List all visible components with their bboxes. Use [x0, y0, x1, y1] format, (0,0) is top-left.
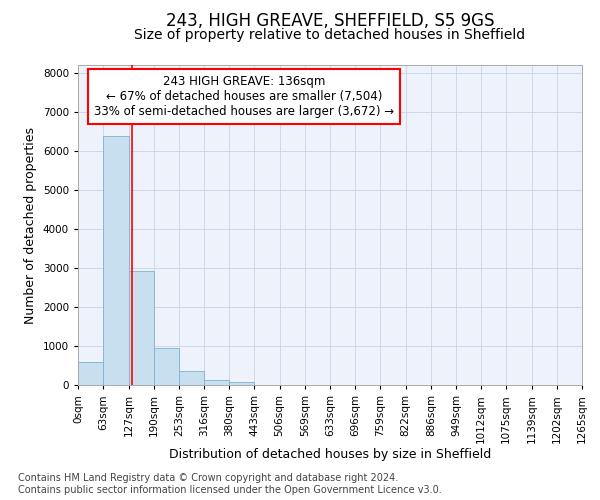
Text: 243 HIGH GREAVE: 136sqm
← 67% of detached houses are smaller (7,504)
33% of semi: 243 HIGH GREAVE: 136sqm ← 67% of detache… [94, 74, 394, 118]
Bar [103, 136, 128, 385]
Text: Contains HM Land Registry data © Crown copyright and database right 2024.
Contai: Contains HM Land Registry data © Crown c… [18, 474, 442, 495]
Bar [78, 362, 103, 385]
Y-axis label: Number of detached properties: Number of detached properties [24, 126, 37, 324]
Text: 243, HIGH GREAVE, SHEFFIELD, S5 9GS: 243, HIGH GREAVE, SHEFFIELD, S5 9GS [166, 12, 494, 30]
Bar [154, 348, 179, 385]
Bar [229, 382, 254, 385]
Bar [128, 271, 154, 385]
X-axis label: Distribution of detached houses by size in Sheffield: Distribution of detached houses by size … [169, 448, 491, 462]
Bar [204, 380, 229, 385]
Bar [179, 371, 204, 385]
Text: Size of property relative to detached houses in Sheffield: Size of property relative to detached ho… [134, 28, 526, 42]
